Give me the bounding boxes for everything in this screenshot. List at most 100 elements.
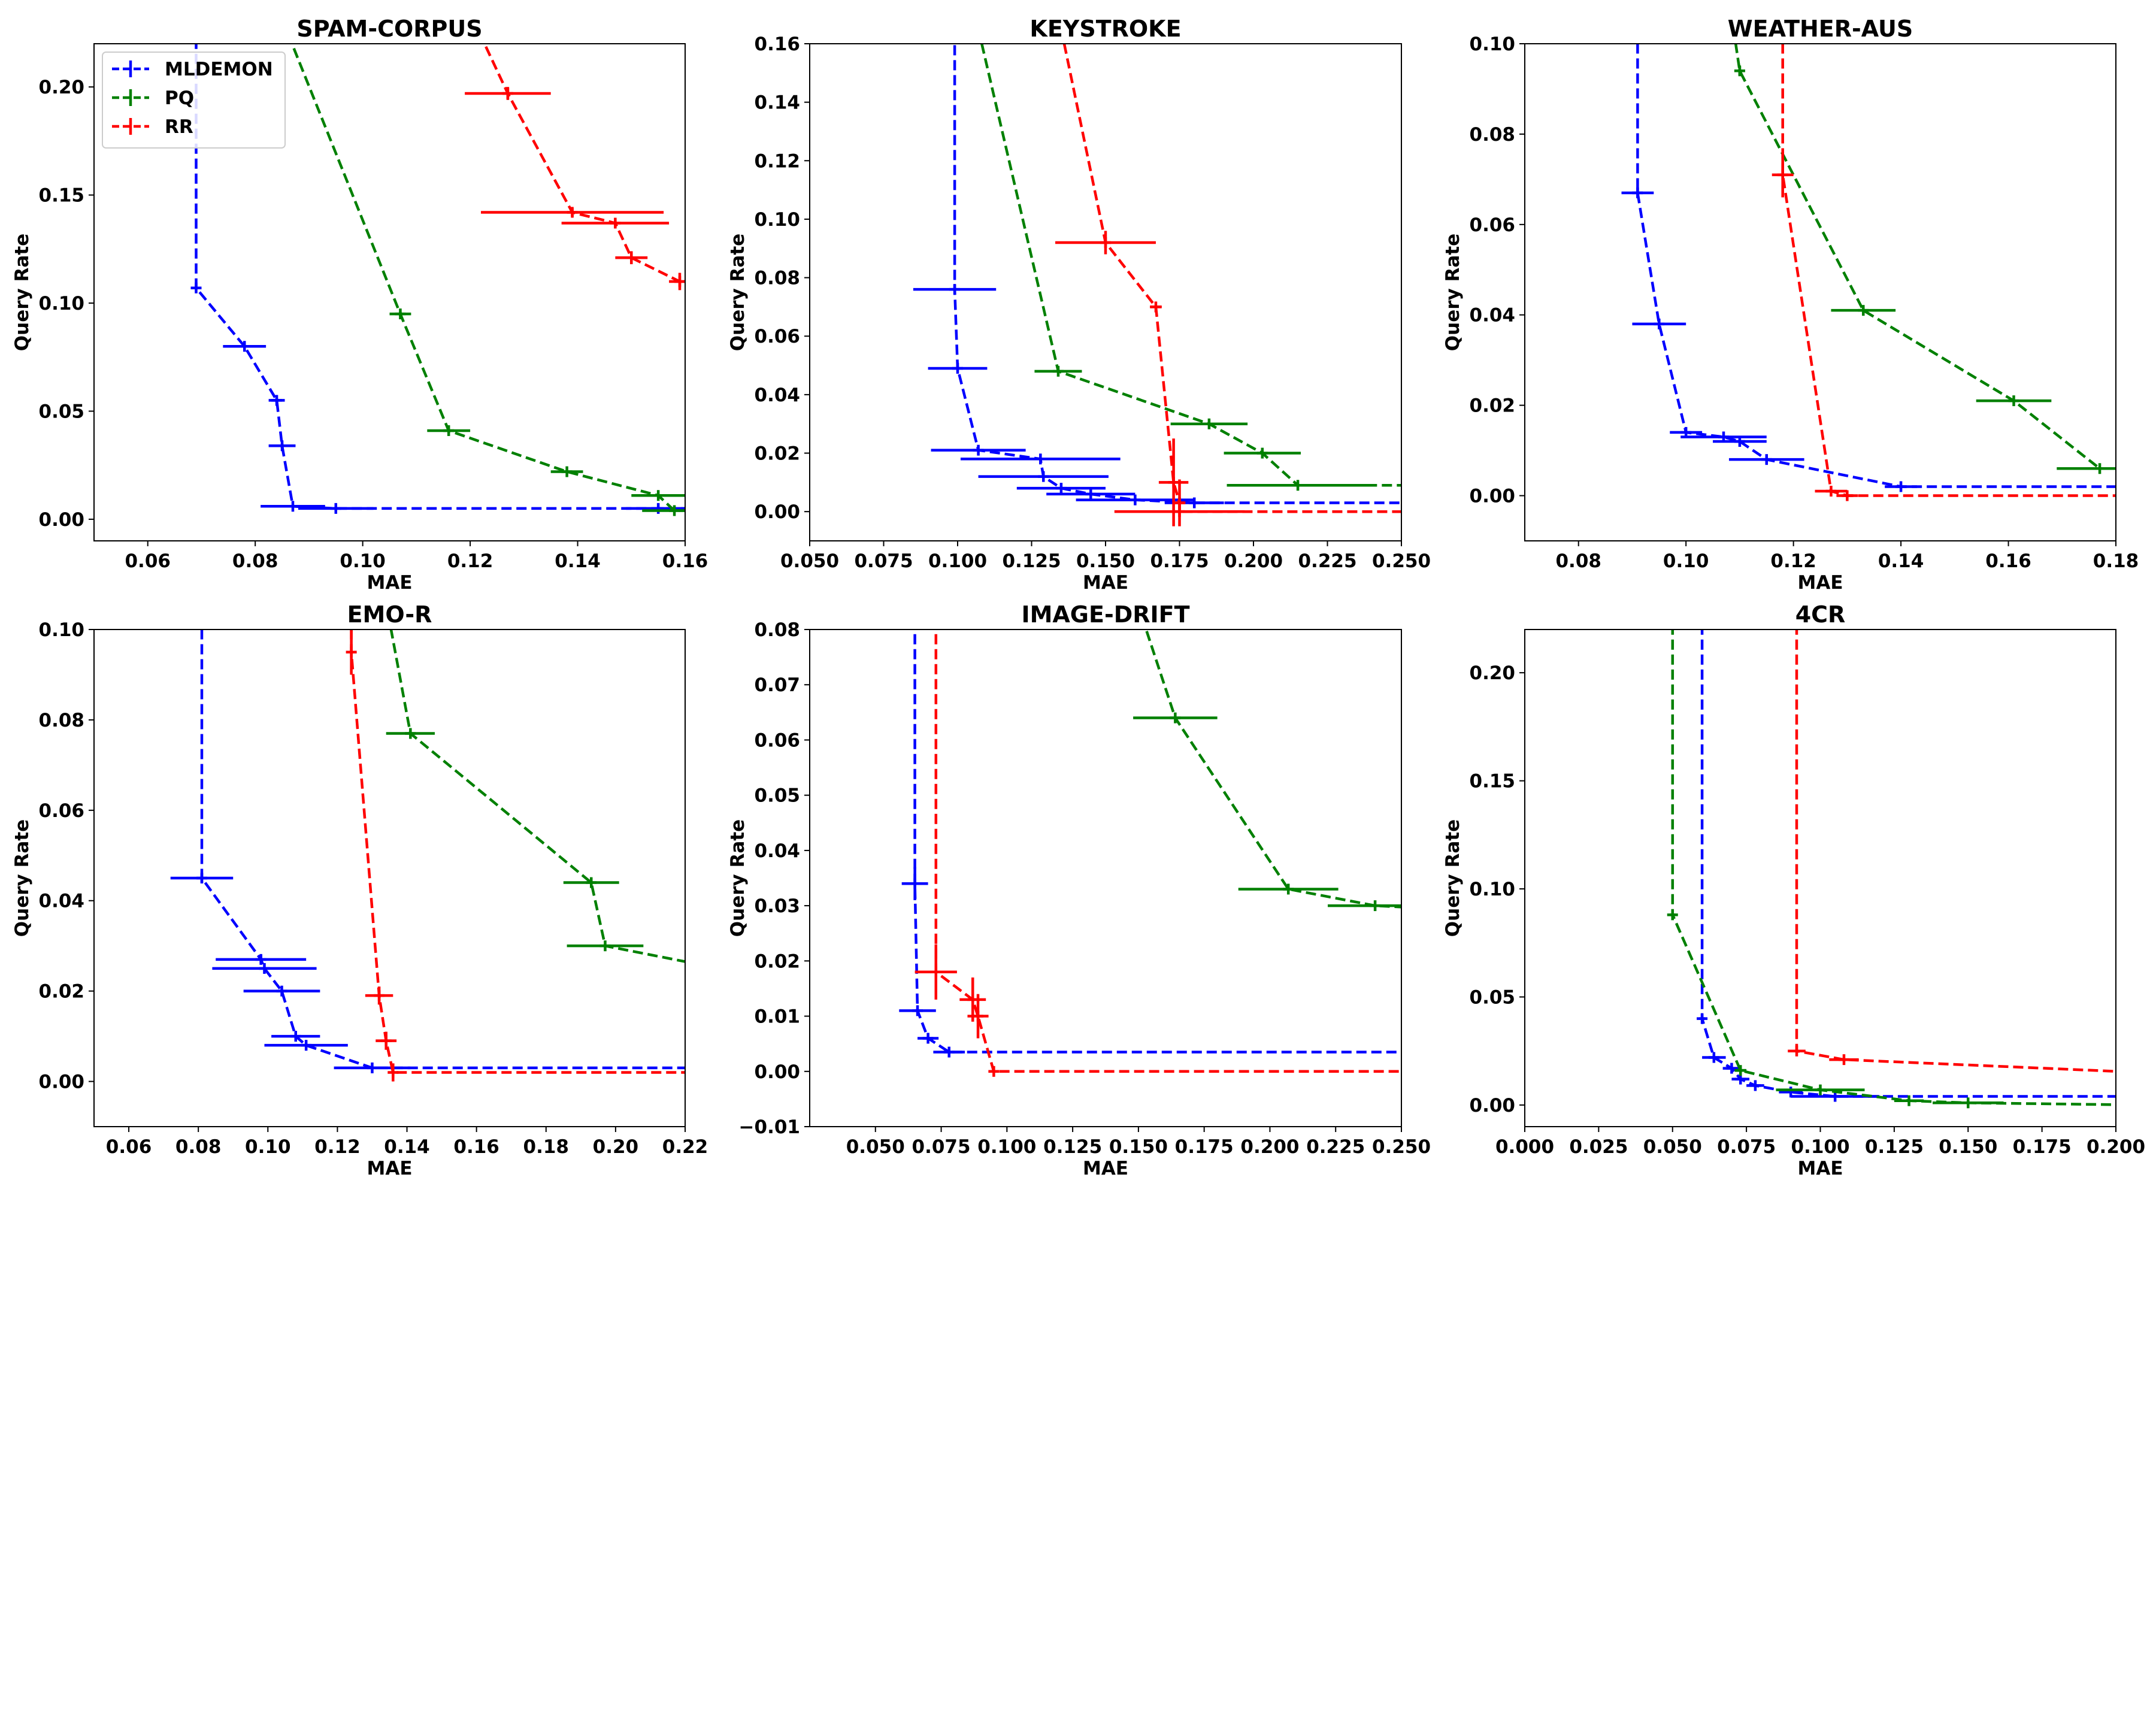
error-bar-mldemon-2 [223,341,267,352]
error-bar-mldemon-4 [933,1046,965,1058]
chart-title: 4CR [1795,601,1846,628]
x-tick-label: 0.175 [1175,1136,1234,1158]
y-tick-label: 0.00 [39,509,85,531]
y-tick-label: 0.07 [755,674,801,696]
x-tick-label: 0.06 [125,550,171,572]
error-bar-mldemon-2 [1632,318,1686,329]
y-tick-label: 0.02 [1470,395,1516,417]
error-bar-rr-1 [1055,231,1156,255]
x-axis-label: MAE [1083,572,1128,594]
y-tick-label: 0.15 [1470,771,1516,792]
series-line-mldemon [913,630,1401,1054]
y-tick-label: 0.06 [755,326,801,347]
error-bar-rr-4 [615,251,648,265]
chart-4cr: 0.000 0.025 0.050 0.075 0.100 0.125 0.150 0.175… [1442,601,2145,1179]
x-axis-label: MAE [1083,1158,1128,1179]
series-line-mldemon [195,44,685,510]
error-bar-pq-1 [1734,65,1745,77]
error-bar-pq-1 [1667,909,1678,921]
legend-item-rr: RR [112,116,193,138]
error-bar-mldemon-1 [913,284,997,295]
error-bar-mldemon-3 [931,444,1026,456]
x-tick-label: 0.200 [1224,550,1283,572]
axes-frame [93,629,686,1127]
series-line-rr [934,630,1401,1073]
error-bar-mldemon-7 [1046,488,1135,500]
error-bar-pq-3 [1776,1084,1865,1095]
x-tick-label: 0.250 [1372,1136,1431,1158]
error-bar-mldemon-2 [899,1005,936,1016]
series-line-rr [1795,630,2116,1073]
series-line-pq [1734,44,2116,470]
error-bar-pq-4 [1894,1095,1924,1106]
x-tick-label: 0.14 [555,550,601,572]
x-tick-label: 0.175 [1150,550,1209,572]
x-tick-label: 0.225 [1306,1136,1365,1158]
error-bar-rr-3 [1836,490,1858,501]
error-bar-pq-1 [1034,365,1082,377]
error-bar-rr-1 [465,87,551,100]
error-bar-pq-3 [1224,447,1301,459]
series-line-pq [980,44,1401,487]
error-bar-rr-1 [1788,1045,1806,1057]
error-bar-mldemon-4 [960,453,1121,465]
error-bar-mldemon-6 [298,503,374,514]
error-bar-mldemon-3 [1722,1063,1741,1074]
error-bar-pq-2 [1170,418,1248,429]
x-axis-label: MAE [1797,572,1843,594]
error-bar-pq-2 [563,877,619,888]
plot-area [899,630,1401,1077]
x-tick-label: 0.12 [447,550,493,572]
x-tick-label: 0.175 [2013,1136,2072,1158]
error-bar-mldemon-2 [1702,1052,1726,1063]
y-tick-label: 0.02 [39,981,85,1003]
x-tick-label: 0.16 [1985,550,2031,572]
error-bar-rr-5 [669,273,685,290]
y-tick-label: 0.00 [1470,486,1516,507]
error-bar-mldemon-7 [626,503,685,514]
legend-item-mldemon: MLDEMON [112,59,273,80]
error-bar-pq-1 [1133,712,1218,724]
x-tick-label: 0.12 [314,1136,361,1158]
x-tick-label: 0.075 [1717,1136,1776,1158]
y-tick-label: 0.08 [755,619,801,641]
chart-image-drift: 0.050 0.075 0.100 0.125 0.150 0.175 0.200 0.225… [727,601,1431,1179]
x-tick-label: 0.200 [1240,1136,1299,1158]
error-bar-pq-3 [1976,395,2052,407]
x-tick-label: 0.075 [854,550,913,572]
chart-title: SPAM-CORPUS [296,16,482,42]
axes-frame [809,629,1402,1127]
error-bar-mldemon-5 [978,471,1109,482]
y-tick-label: 0.04 [755,385,801,406]
error-bar-rr-4 [387,1063,399,1082]
x-tick-label: 0.200 [2087,1136,2145,1158]
error-bar-pq-4 [1227,480,1369,491]
x-tick-label: 0.22 [662,1136,708,1158]
y-tick-label: 0.06 [755,730,801,751]
y-tick-label: 0.15 [39,185,85,207]
y-tick-label: 0.16 [755,34,801,55]
error-bar-rr-2 [365,986,393,1005]
error-bar-pq-4 [631,490,685,501]
y-tick-label: 0.05 [39,401,85,422]
legend-label: RR [165,116,193,138]
x-tick-label: 0.250 [1372,550,1431,572]
error-bar-mldemon-3 [212,963,317,974]
y-tick-label: 0.01 [755,1006,801,1028]
y-tick-label: 0.06 [39,800,85,822]
chart-title: WEATHER-AUS [1728,16,1913,42]
x-tick-label: 0.08 [232,550,278,572]
x-tick-label: 0.10 [245,1136,291,1158]
error-bar-pq-1 [386,728,435,739]
x-tick-label: 0.100 [928,550,987,572]
y-tick-label: 0.10 [1470,34,1516,55]
error-bar-pq-5 [642,505,685,516]
error-bar-mldemon-7 [334,1062,411,1073]
x-tick-label: 0.16 [662,550,708,572]
error-bar-rr-2 [1829,1054,1859,1066]
axes-frame [1524,43,2116,541]
error-bar-pq-3 [1328,900,1401,912]
error-bar-pq-2 [1734,1065,1747,1076]
error-bar-mldemon-6 [1728,454,1804,465]
